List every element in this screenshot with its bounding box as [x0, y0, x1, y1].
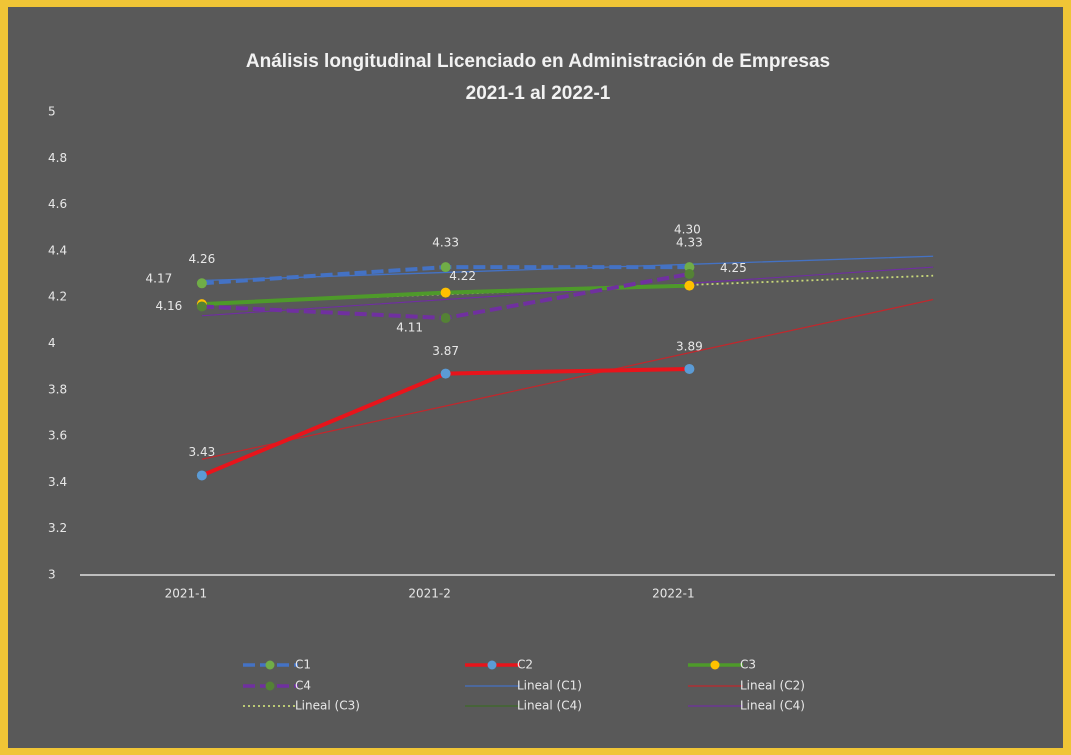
data-label: 3.43 — [189, 445, 216, 459]
data-label: 4.17 — [146, 272, 173, 286]
legend-label: Lineal (C3) — [295, 699, 360, 713]
data-point — [440, 287, 451, 298]
data-point — [440, 262, 451, 273]
legend-label: Lineal (C1) — [517, 679, 582, 693]
chart-subtitle: 2021-1 al 2022-1 — [466, 83, 611, 104]
y-tick-label: 3 — [48, 568, 56, 582]
y-tick-label: 3.8 — [48, 382, 67, 396]
plot-background — [8, 7, 1063, 748]
y-tick-label: 3.6 — [48, 429, 67, 443]
y-tick-label: 4.6 — [48, 197, 67, 211]
data-label: 4.11 — [396, 321, 423, 335]
data-point — [440, 368, 451, 379]
data-point — [196, 301, 207, 312]
series-line — [201, 266, 934, 317]
y-tick-label: 3.4 — [48, 475, 67, 489]
legend-label: C4 — [295, 679, 311, 693]
legend-marker — [487, 660, 497, 670]
data-point — [684, 269, 695, 280]
legend-label: Lineal (C2) — [740, 679, 805, 693]
data-point — [196, 278, 207, 289]
data-label: 4.16 — [156, 299, 183, 313]
series-line — [201, 298, 934, 460]
legend-label: Lineal (C4) — [740, 699, 805, 713]
x-tick-label: 2021-2 — [408, 587, 451, 601]
legend-label: Lineal (C4) — [517, 699, 582, 713]
y-tick-label: 4.2 — [48, 290, 67, 304]
legend-label: C2 — [517, 658, 533, 672]
legend-label: C3 — [740, 658, 756, 672]
legend-marker — [265, 681, 275, 691]
data-label: 3.89 — [676, 339, 703, 353]
x-tick-label: 2022-1 — [652, 587, 695, 601]
data-label: 4.33 — [676, 236, 703, 250]
legend-label: C1 — [295, 658, 311, 672]
y-tick-label: 4.4 — [48, 243, 67, 257]
y-tick-label: 3.2 — [48, 521, 67, 535]
data-label: 3.87 — [432, 344, 459, 358]
data-label: 4.25 — [720, 261, 747, 275]
data-label: 4.26 — [189, 252, 216, 266]
y-tick-label: 5 — [48, 105, 56, 119]
data-point — [196, 470, 207, 481]
data-point — [684, 363, 695, 374]
legend-marker — [710, 660, 720, 670]
y-tick-label: 4.8 — [48, 151, 67, 165]
x-tick-label: 2021-1 — [165, 587, 208, 601]
data-point — [684, 262, 695, 273]
data-label: 4.33 — [432, 236, 459, 250]
data-label: 4.30 — [674, 223, 701, 237]
y-tick-label: 4 — [48, 336, 56, 350]
data-point — [440, 313, 451, 324]
legend-marker — [265, 660, 275, 670]
data-point — [684, 280, 695, 291]
chart-title: Análisis longitudinal Licenciado en Admi… — [246, 51, 830, 72]
data-label: 4.22 — [449, 269, 476, 283]
